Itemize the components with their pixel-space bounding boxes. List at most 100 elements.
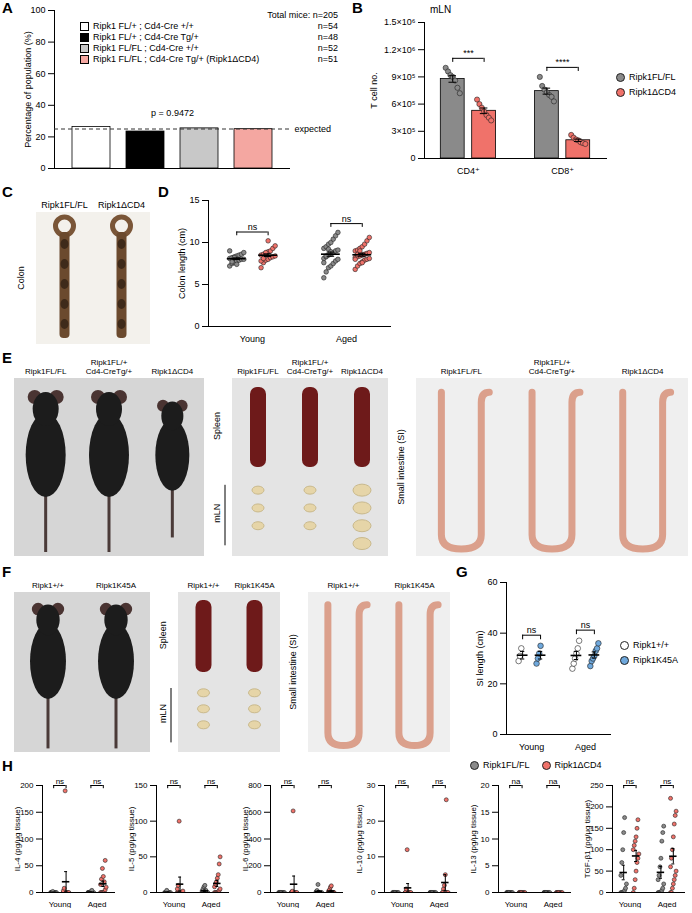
svg-text:600: 600	[248, 808, 262, 817]
svg-text:TGF-β1 (pg/μg tissue): TGF-β1 (pg/μg tissue)	[583, 799, 592, 878]
svg-text:80: 80	[35, 37, 45, 47]
svg-text:150: 150	[590, 824, 604, 833]
svg-text:6×10⁵: 6×10⁵	[391, 99, 415, 109]
svg-text:Small intestine (SI): Small intestine (SI)	[288, 634, 298, 710]
svg-text:100: 100	[590, 845, 604, 854]
svg-text:20: 20	[367, 817, 376, 826]
svg-text:Aged: Aged	[316, 900, 335, 908]
svg-text:Percentage of population (%): Percentage of population (%)	[23, 31, 33, 148]
svg-text:Young: Young	[505, 900, 527, 908]
svg-text:40: 40	[487, 628, 497, 638]
svg-text:Small intestine (SI): Small intestine (SI)	[396, 429, 406, 505]
svg-text:Aged: Aged	[88, 900, 107, 908]
svg-text:****: ****	[556, 57, 571, 67]
svg-text:IL-13 (pg/μg tissue): IL-13 (pg/μg tissue)	[469, 804, 478, 873]
svg-text:IL-4 (pg/μg tissue): IL-4 (pg/μg tissue)	[13, 806, 22, 871]
svg-text:Ripk1K45A: Ripk1K45A	[394, 581, 435, 590]
svg-text:10: 10	[189, 237, 199, 247]
svg-text:ns: ns	[527, 625, 537, 635]
svg-text:Spleen: Spleen	[212, 412, 222, 440]
svg-text:Ripk1ΔCD4: Ripk1ΔCD4	[98, 200, 145, 210]
svg-text:100: 100	[20, 835, 34, 844]
svg-text:Young: Young	[49, 900, 71, 908]
svg-text:IL-10 (pg/μg tissue): IL-10 (pg/μg tissue)	[355, 804, 364, 873]
svg-text:20: 20	[481, 781, 490, 790]
svg-text:CD4⁺: CD4⁺	[457, 166, 480, 176]
svg-text:150: 150	[134, 781, 148, 790]
svg-text:50: 50	[139, 852, 148, 861]
svg-text:Colon: Colon	[16, 266, 26, 290]
svg-text:p = 0.9472: p = 0.9472	[151, 108, 194, 118]
svg-text:Spleen: Spleen	[158, 621, 168, 649]
svg-text:Ripk1FL/+: Ripk1FL/+	[292, 358, 329, 367]
svg-text:250: 250	[590, 781, 604, 790]
svg-text:ns: ns	[321, 777, 329, 786]
svg-text:ns: ns	[581, 620, 591, 630]
svg-text:9×10⁵: 9×10⁵	[391, 72, 415, 82]
svg-text:0: 0	[410, 153, 415, 163]
svg-text:20: 20	[487, 679, 497, 689]
svg-text:800: 800	[248, 781, 262, 790]
svg-text:mLN: mLN	[158, 704, 168, 723]
svg-text:Ripk1FL/FL: Ripk1FL/FL	[41, 200, 88, 210]
svg-text:40: 40	[35, 100, 45, 110]
svg-text:0: 0	[599, 888, 604, 897]
svg-text:expected: expected	[295, 124, 332, 134]
svg-text:Young: Young	[519, 742, 544, 752]
svg-text:150: 150	[20, 808, 34, 817]
svg-text:ns: ns	[626, 777, 634, 786]
svg-text:CD8⁺: CD8⁺	[551, 166, 574, 176]
svg-text:ns: ns	[248, 222, 258, 232]
svg-text:Cd4-CreTg/+: Cd4-CreTg/+	[86, 367, 133, 376]
svg-text:Ripk1ΔCD4: Ripk1ΔCD4	[341, 367, 383, 376]
svg-text:20: 20	[35, 132, 45, 142]
svg-text:ns: ns	[663, 777, 671, 786]
svg-text:0: 0	[371, 888, 376, 897]
svg-text:Ripk1FL/+: Ripk1FL/+	[91, 358, 128, 367]
svg-text:200: 200	[248, 861, 262, 870]
svg-text:60: 60	[35, 69, 45, 79]
svg-text:0: 0	[257, 888, 262, 897]
svg-text:5: 5	[194, 279, 199, 289]
svg-text:Aged: Aged	[430, 900, 449, 908]
svg-text:Aged: Aged	[658, 900, 677, 908]
svg-text:***: ***	[463, 48, 474, 58]
svg-text:Aged: Aged	[544, 900, 563, 908]
svg-text:0: 0	[29, 888, 34, 897]
svg-text:15: 15	[189, 195, 199, 205]
svg-text:0: 0	[492, 729, 497, 739]
svg-text:200: 200	[20, 781, 34, 790]
svg-text:400: 400	[248, 835, 262, 844]
svg-text:Aged: Aged	[202, 900, 221, 908]
svg-text:ns: ns	[398, 777, 406, 786]
svg-text:SI length (cm): SI length (cm)	[475, 630, 485, 686]
svg-text:Young: Young	[619, 900, 641, 908]
svg-text:IL-6 (pg/μg tissue): IL-6 (pg/μg tissue)	[241, 806, 250, 871]
svg-text:0: 0	[40, 163, 45, 173]
svg-text:na: na	[549, 777, 558, 786]
svg-text:ns: ns	[93, 777, 101, 786]
svg-text:100: 100	[30, 5, 45, 15]
svg-text:Ripk1FL/FL: Ripk1FL/FL	[237, 367, 279, 376]
svg-text:Cd4-CreTg/+: Cd4-CreTg/+	[529, 367, 576, 376]
svg-text:na: na	[511, 777, 520, 786]
svg-text:50: 50	[595, 867, 604, 876]
svg-text:1.2×10⁶: 1.2×10⁶	[384, 45, 416, 55]
svg-text:Colon length (cm): Colon length (cm)	[177, 228, 187, 299]
svg-text:Ripk1+/+: Ripk1+/+	[32, 581, 64, 590]
svg-text:IL-5 (pg/μg tissue): IL-5 (pg/μg tissue)	[127, 806, 136, 871]
svg-text:Young: Young	[240, 334, 265, 344]
svg-text:50: 50	[25, 861, 34, 870]
svg-text:0: 0	[485, 888, 490, 897]
svg-text:10: 10	[367, 852, 376, 861]
svg-text:5: 5	[485, 861, 490, 870]
svg-text:T cell no.: T cell no.	[369, 72, 379, 108]
svg-text:Aged: Aged	[575, 742, 596, 752]
svg-text:10: 10	[481, 835, 490, 844]
svg-text:Young: Young	[163, 900, 185, 908]
svg-text:15: 15	[481, 808, 490, 817]
svg-text:ns: ns	[56, 777, 64, 786]
svg-text:ns: ns	[170, 777, 178, 786]
svg-text:Ripk1FL/FL: Ripk1FL/FL	[441, 367, 483, 376]
svg-text:100: 100	[134, 817, 148, 826]
